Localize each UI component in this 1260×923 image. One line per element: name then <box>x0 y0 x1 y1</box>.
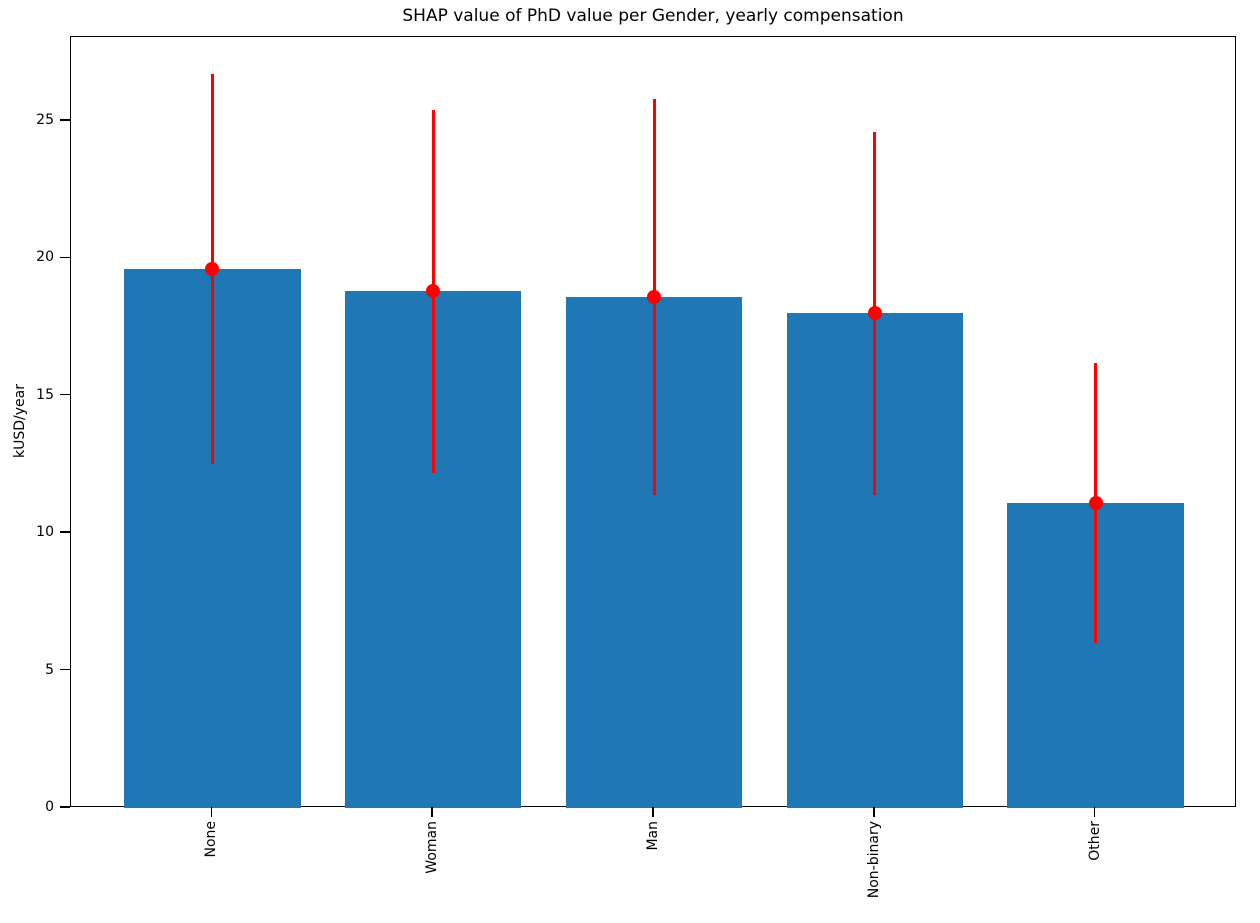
x-tick-mark <box>1093 807 1096 817</box>
y-tick-mark <box>60 806 70 808</box>
y-tick-mark <box>60 119 70 121</box>
x-tick-label-man: Man <box>645 821 661 851</box>
marker-dot-none <box>205 262 220 277</box>
marker-dot-other <box>1088 495 1103 510</box>
y-tick-mark <box>60 256 70 259</box>
y-tick-label: 0 <box>45 799 54 815</box>
x-tick-label-woman: Woman <box>424 821 441 874</box>
y-tick-label: 15 <box>36 386 54 403</box>
y-tick-label: 10 <box>36 524 54 541</box>
x-tick-mark <box>431 807 433 817</box>
marker-dot-woman <box>426 284 441 299</box>
x-tick-label-none: None <box>203 821 220 858</box>
y-tick-mark <box>60 531 70 533</box>
y-tick-label: 20 <box>36 249 54 266</box>
plot-area <box>70 36 1236 808</box>
x-tick-label-non-binary: Non-binary <box>865 821 882 899</box>
y-tick-label: 5 <box>45 661 54 678</box>
x-tick-label-other: Other <box>1086 821 1103 861</box>
x-tick-mark <box>652 807 654 817</box>
y-tick-mark <box>60 668 70 671</box>
x-tick-mark <box>873 807 875 817</box>
y-tick-label: 25 <box>36 111 54 128</box>
marker-dot-non-binary <box>867 306 882 321</box>
chart-title: SHAP value of PhD value per Gender, year… <box>402 6 904 26</box>
y-tick-mark <box>60 393 70 396</box>
x-tick-mark <box>210 807 213 817</box>
marker-dot-man <box>647 289 661 304</box>
